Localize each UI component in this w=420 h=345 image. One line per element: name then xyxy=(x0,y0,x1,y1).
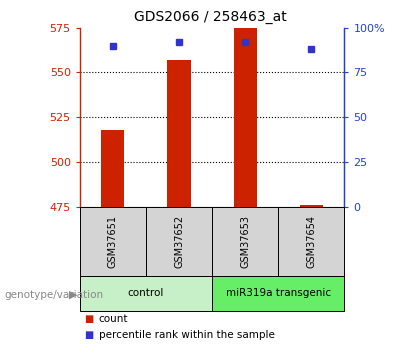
Text: GSM37654: GSM37654 xyxy=(306,215,316,268)
Text: ■: ■ xyxy=(84,330,93,339)
Bar xyxy=(146,207,212,276)
Bar xyxy=(278,207,344,276)
Text: count: count xyxy=(99,314,128,324)
Text: genotype/variation: genotype/variation xyxy=(4,290,103,300)
Bar xyxy=(80,276,212,310)
Text: control: control xyxy=(128,288,164,298)
Text: miR319a transgenic: miR319a transgenic xyxy=(226,288,331,298)
Text: GSM37651: GSM37651 xyxy=(108,215,118,268)
Bar xyxy=(101,130,124,207)
Text: GSM37652: GSM37652 xyxy=(174,215,184,268)
Bar xyxy=(300,205,323,207)
Text: ▶: ▶ xyxy=(69,290,78,300)
Text: ■: ■ xyxy=(84,314,93,324)
Text: GSM37653: GSM37653 xyxy=(240,215,250,268)
Text: percentile rank within the sample: percentile rank within the sample xyxy=(99,330,275,339)
Bar xyxy=(168,60,191,207)
Bar xyxy=(234,28,257,207)
Bar xyxy=(212,276,344,310)
Bar xyxy=(212,207,278,276)
Bar xyxy=(80,207,146,276)
Text: GDS2066 / 258463_at: GDS2066 / 258463_at xyxy=(134,10,286,24)
